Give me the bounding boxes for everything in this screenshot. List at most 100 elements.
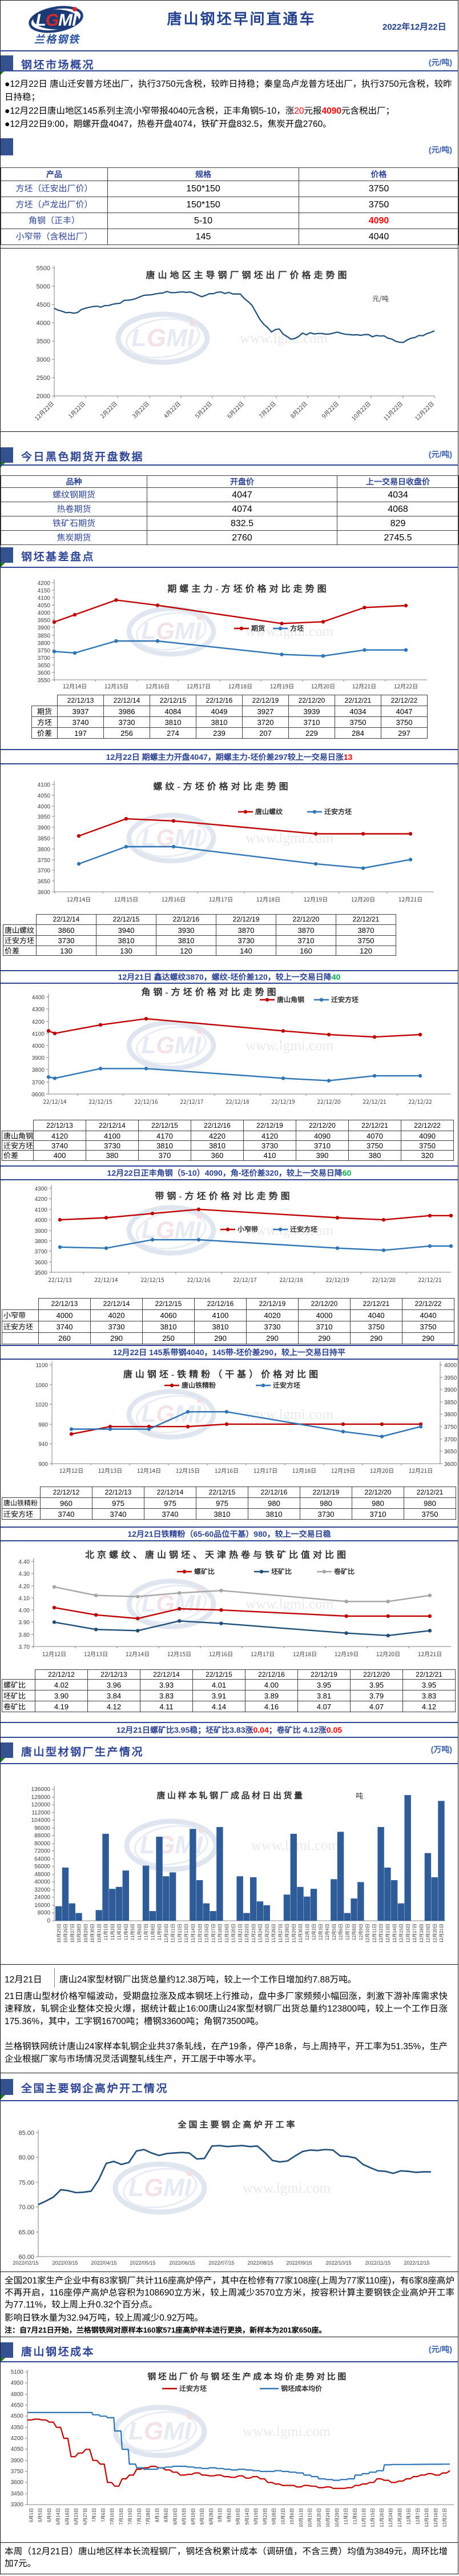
svg-text:兰格钢铁: 兰格钢铁 (34, 31, 80, 46)
svg-text:12月12日: 12月12日 (424, 2508, 430, 2527)
svg-text:12月22日: 12月22日 (413, 399, 436, 422)
svg-text:2022/05/15: 2022/05/15 (130, 2260, 155, 2266)
svg-text:4.20: 4.20 (19, 1584, 30, 1590)
svg-text:角钢-方坯价格对比走势图: 角钢-方坯价格对比走势图 (141, 984, 279, 998)
svg-text:LGMI: LGMI (142, 1031, 202, 1058)
svg-text:8000: 8000 (38, 1910, 51, 1916)
svg-text:10月25日: 10月25日 (56, 1924, 62, 1943)
svg-text:螺纹-方坯价格对比走势图: 螺纹-方坯价格对比走势图 (153, 779, 291, 792)
svg-text:128000: 128000 (31, 1794, 51, 1801)
svg-text:唐山地区主导钢厂钢坯出厂价格走势图: 唐山地区主导钢厂钢坯出厂价格走势图 (146, 267, 349, 281)
svg-text:11月9日: 11月9日 (156, 1924, 163, 1940)
svg-text:10月11日: 10月11日 (298, 2508, 304, 2527)
svg-text:11月1日: 11月1日 (103, 1924, 109, 1940)
svg-text:12月12日: 12月12日 (42, 1649, 66, 1658)
svg-text:11月27日: 11月27日 (277, 1924, 284, 1943)
svg-text:12月3日: 12月3日 (406, 2508, 412, 2525)
svg-text:120000: 120000 (31, 1802, 51, 1808)
svg-text:4050: 4050 (11, 2446, 24, 2453)
svg-text:22/12/16: 22/12/16 (187, 1275, 211, 1284)
svg-text:12月18日: 12月18日 (293, 1649, 317, 1658)
svg-text:56000: 56000 (34, 1864, 50, 1870)
svg-text:85.00: 85.00 (18, 2130, 34, 2137)
svg-text:72000: 72000 (34, 1848, 50, 1854)
svg-text:4000: 4000 (38, 610, 51, 616)
svg-text:65.00: 65.00 (18, 2229, 34, 2236)
svg-text:9月10日: 9月10日 (235, 2508, 241, 2525)
svg-text:www.lgmi.com: www.lgmi.com (245, 831, 333, 846)
svg-text:4.30: 4.30 (19, 1571, 30, 1577)
svg-text:钢坯成本均价: 钢坯成本均价 (281, 2383, 323, 2393)
svg-text:112000: 112000 (31, 1810, 50, 1816)
svg-text:22/12/21: 22/12/21 (363, 1097, 386, 1105)
svg-text:4000: 4000 (32, 1043, 45, 1049)
svg-text:3750: 3750 (38, 858, 51, 864)
svg-text:8月10日: 8月10日 (172, 2508, 178, 2525)
svg-text:小窄带: 小窄带 (237, 1224, 258, 1234)
svg-text:1月22日: 1月22日 (66, 399, 87, 420)
svg-text:11月28日: 11月28日 (284, 1924, 291, 1943)
svg-text:96000: 96000 (34, 1825, 50, 1832)
svg-text:11月23日: 11月23日 (251, 1924, 257, 1943)
svg-text:11月22日: 11月22日 (381, 399, 404, 422)
svg-text:4200: 4200 (32, 1019, 45, 1025)
svg-text:22/12/21: 22/12/21 (418, 1275, 441, 1284)
svg-text:10月24日: 10月24日 (325, 2508, 331, 2527)
svg-text:3.90: 3.90 (19, 1620, 30, 1626)
svg-text:8月19日: 8月19日 (190, 2508, 196, 2525)
svg-text:3900: 3900 (11, 2458, 24, 2464)
svg-text:LGMI: LGMI (142, 1216, 202, 1243)
svg-text:11月11日: 11月11日 (361, 2508, 367, 2527)
svg-text:11月18日: 11月18日 (217, 1924, 223, 1943)
svg-text:10月29日: 10月29日 (334, 2508, 340, 2527)
svg-text:10月29日: 10月29日 (83, 1924, 89, 1943)
svg-text:22/12/22: 22/12/22 (408, 1097, 432, 1105)
svg-text:4050: 4050 (38, 793, 51, 799)
svg-text:LGMI: LGMI (142, 1400, 202, 1427)
svg-text:12月2日: 12月2日 (311, 1924, 317, 1940)
svg-text:6月23日: 6月23日 (73, 2508, 79, 2525)
svg-text:12月8日: 12月8日 (351, 1924, 357, 1940)
svg-text:9月6日: 9月6日 (226, 2508, 232, 2522)
svg-text:www.lgmi.com: www.lgmi.com (240, 331, 328, 346)
svg-text:3700: 3700 (444, 1437, 457, 1443)
svg-text:11月24日: 11月24日 (257, 1924, 264, 1943)
svg-text:LGMI: LGMI (128, 2417, 192, 2445)
svg-text:3700: 3700 (38, 655, 51, 662)
svg-text:卷矿比: 卷矿比 (333, 1567, 355, 1576)
svg-text:12月11日: 12月11日 (372, 1924, 378, 1943)
svg-text:22/12/16: 22/12/16 (134, 1097, 158, 1105)
svg-text:3900: 3900 (38, 625, 51, 631)
svg-text:11月3日: 11月3日 (116, 1924, 123, 1940)
svg-text:3800: 3800 (32, 1067, 45, 1073)
svg-text:迁安方坯: 迁安方坯 (179, 2383, 207, 2393)
svg-text:22/12/14: 22/12/14 (94, 1275, 118, 1284)
svg-text:8月28日: 8月28日 (208, 2508, 214, 2525)
svg-text:2000: 2000 (37, 393, 50, 400)
svg-text:2022/03/15: 2022/03/15 (52, 2260, 78, 2266)
svg-text:12月19日: 12月19日 (304, 895, 328, 903)
svg-text:75.00: 75.00 (18, 2180, 34, 2186)
svg-text:12月16日: 12月16日 (433, 2508, 439, 2527)
svg-text:11月11日: 11月11日 (170, 1924, 176, 1943)
svg-text:12月16日: 12月16日 (209, 1649, 233, 1658)
svg-text:11月7日: 11月7日 (143, 1924, 150, 1940)
svg-text:4100: 4100 (38, 595, 51, 602)
svg-text:4800: 4800 (11, 2391, 24, 2398)
svg-text:12月19日: 12月19日 (335, 1649, 359, 1658)
svg-text:3850: 3850 (38, 633, 51, 639)
svg-text:11月15日: 11月15日 (197, 1924, 203, 1943)
svg-text:3800: 3800 (38, 847, 51, 853)
svg-text:3900: 3900 (32, 1055, 45, 1061)
svg-text:12月10日: 12月10日 (365, 1924, 371, 1943)
svg-text:12月17日: 12月17日 (251, 1649, 275, 1658)
svg-text:22/12/18: 22/12/18 (226, 1097, 249, 1105)
svg-text:4150: 4150 (38, 588, 51, 594)
svg-text:11月25日: 11月25日 (264, 1924, 270, 1943)
svg-text:11月20日: 11月20日 (379, 2508, 385, 2527)
svg-text:迁安方坯: 迁安方坯 (273, 1380, 300, 1390)
svg-text:LGMI: LGMI (36, 11, 78, 30)
svg-text:12月17日: 12月17日 (412, 1924, 418, 1943)
svg-text:6月18日: 6月18日 (64, 2508, 70, 2525)
svg-text:带钢-方坯价格对比走势图: 带钢-方坯价格对比走势图 (155, 1188, 292, 1202)
